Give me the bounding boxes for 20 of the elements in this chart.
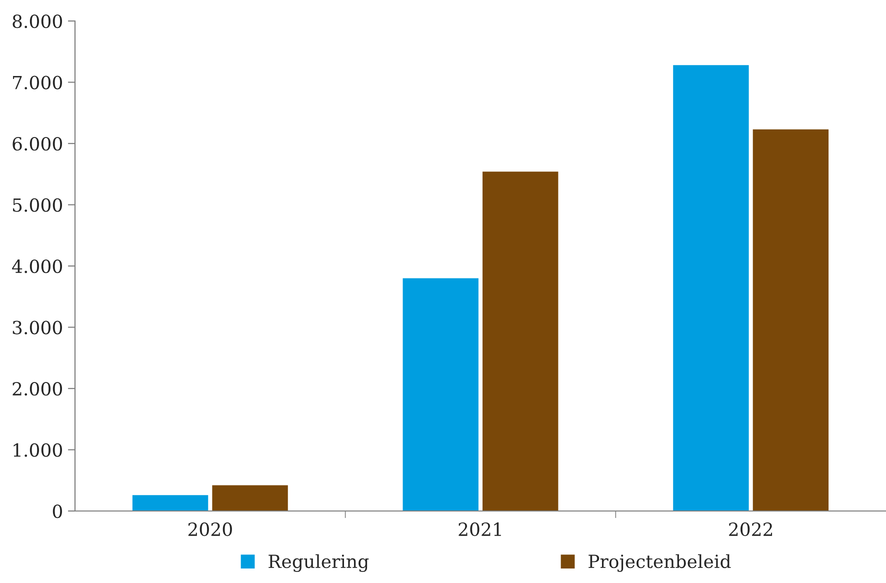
- y-tick-label: 0: [52, 504, 62, 518]
- y-tick-label: 5.000: [13, 198, 62, 212]
- y-tick-label: 8.000: [12, 14, 62, 28]
- legend-label: Regulering: [268, 554, 369, 572]
- y-tick-label: 4.000: [12, 259, 62, 274]
- y-tick-label: 7.000: [13, 76, 62, 90]
- bar: [482, 172, 558, 511]
- bar: [132, 495, 208, 511]
- legend-label: Projectenbeleid: [588, 554, 731, 572]
- y-tick-label: 6.000: [12, 136, 62, 151]
- bar: [212, 485, 288, 511]
- x-tick-label: 2022: [729, 522, 772, 536]
- x-tick-label: 2021: [458, 522, 501, 536]
- y-tick-label: 2.000: [12, 382, 62, 396]
- bar: [673, 65, 749, 511]
- bar: [402, 278, 478, 511]
- bar: [752, 129, 829, 511]
- x-tick-label: 2020: [188, 522, 232, 536]
- y-tick-label: 3.000: [12, 320, 62, 334]
- y-tick-label: 1.000: [14, 443, 62, 457]
